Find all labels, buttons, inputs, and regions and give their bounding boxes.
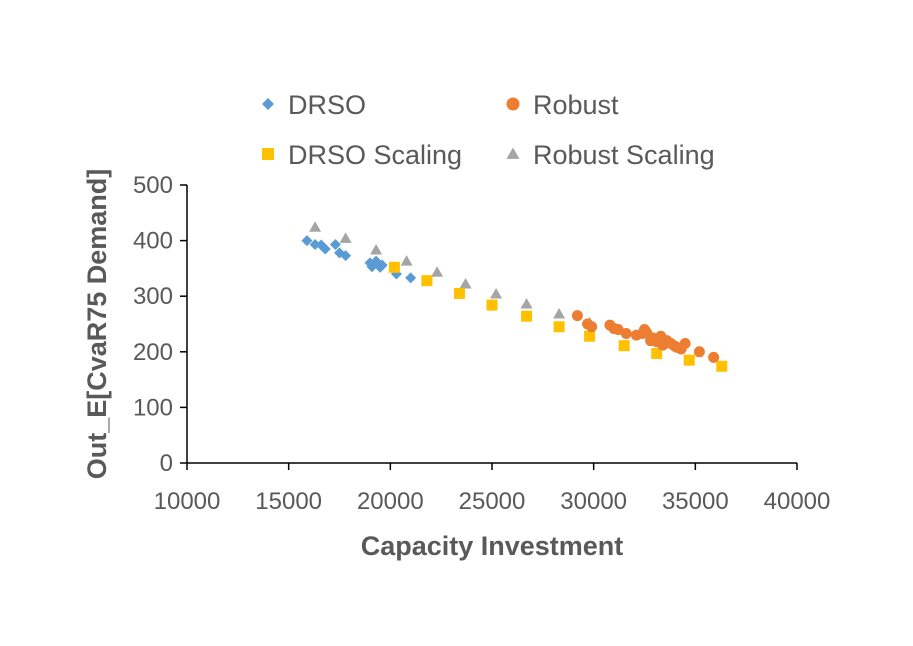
data-point (679, 337, 691, 349)
data-points (301, 221, 728, 372)
data-point (716, 360, 728, 372)
y-tick-label: 300 (133, 283, 173, 310)
data-point (708, 351, 720, 363)
x-tick-label: 20000 (357, 488, 424, 515)
legend-label-drso-scaling: DRSO Scaling (288, 140, 462, 170)
legend-marker-drso-scaling (262, 148, 274, 160)
data-point (553, 321, 565, 333)
axes (186, 185, 797, 464)
x-tick-label: 35000 (662, 488, 729, 515)
data-point (459, 277, 472, 289)
data-point (376, 259, 388, 271)
legend-marker-robust-scaling (506, 147, 520, 159)
data-point (405, 272, 417, 284)
legend-label-robust: Robust (533, 90, 619, 120)
series-drso-scaling (388, 261, 728, 372)
data-point (521, 310, 533, 322)
y-tick-label: 500 (133, 172, 173, 199)
data-point (490, 287, 503, 299)
ticks: 10000 15000 20000 25000 30000 35000 40000 0 100 2… (133, 172, 830, 515)
data-point (584, 330, 596, 342)
data-point (553, 307, 566, 319)
x-tick-label: 15000 (255, 488, 322, 515)
x-axis-title: Capacity Investment (361, 531, 624, 561)
data-point (319, 243, 331, 255)
data-point (388, 261, 400, 273)
y-axis-title: Out_E[CvaR75 Demand] (82, 169, 112, 480)
x-tick-label: 40000 (764, 488, 831, 515)
data-point (612, 324, 624, 336)
data-point (309, 238, 321, 250)
y-tick-label: 100 (133, 394, 173, 421)
y-tick-label: 200 (133, 339, 173, 366)
series-drso (301, 235, 417, 284)
data-point (571, 310, 583, 322)
data-point (520, 297, 533, 309)
data-point (309, 221, 322, 232)
legend-item-drso-scaling[interactable]: DRSO Scaling (262, 140, 462, 170)
data-point (651, 347, 663, 359)
data-point (340, 250, 352, 262)
series-robust (571, 310, 720, 363)
series-robust-scaling (309, 221, 596, 328)
legend-marker-drso (262, 98, 274, 110)
legend-item-robust[interactable]: Robust (506, 90, 620, 120)
data-point (400, 255, 413, 266)
data-point (301, 235, 313, 247)
y-tick-label: 0 (160, 450, 173, 477)
legend-label-robust-scaling: Robust Scaling (533, 140, 715, 170)
data-point (370, 244, 383, 255)
data-point (586, 321, 598, 333)
y-tick-label: 400 (133, 228, 173, 255)
data-point (693, 346, 705, 358)
data-point (683, 354, 695, 366)
legend-marker-robust (506, 97, 520, 111)
legend-label-drso: DRSO (288, 90, 366, 120)
x-tick-label: 30000 (560, 488, 627, 515)
legend-item-robust-scaling[interactable]: Robust Scaling (506, 140, 715, 170)
data-point (618, 340, 630, 352)
data-point (431, 266, 444, 277)
data-point (329, 238, 341, 250)
x-tick-label: 10000 (154, 488, 221, 515)
data-point (421, 275, 433, 287)
legend: DRSO Robust DRSO Scaling Robust Scaling (262, 90, 715, 170)
data-point (453, 287, 465, 299)
data-point (486, 299, 498, 311)
data-point (339, 232, 352, 243)
legend-item-drso[interactable]: DRSO (262, 90, 366, 120)
x-tick-label: 25000 (459, 488, 526, 515)
data-point (620, 327, 632, 339)
